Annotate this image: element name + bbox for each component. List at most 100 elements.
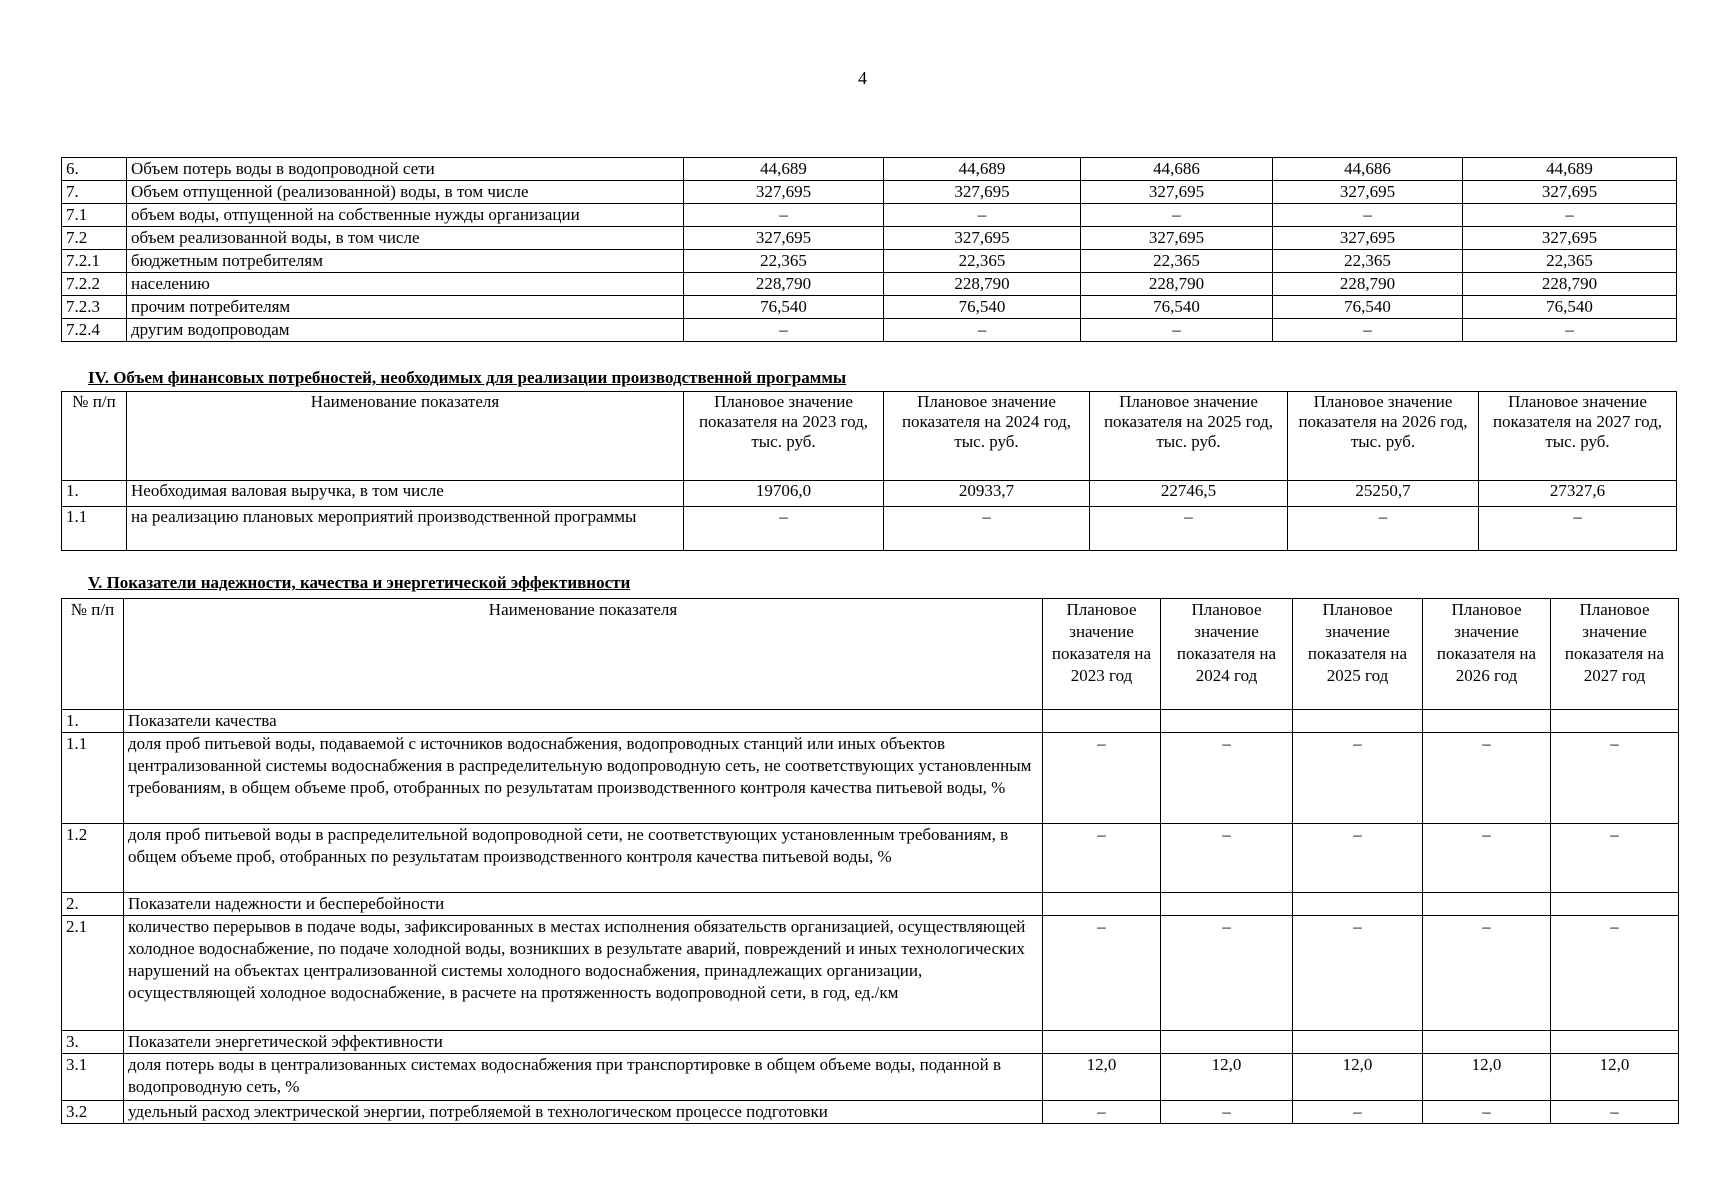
row-name: доля проб питьевой воды, подаваемой с ис…	[123, 732, 1043, 824]
row-number: 7.2.3	[61, 295, 127, 319]
row-name: объем воды, отпущенной на собственные ну…	[126, 203, 684, 227]
row-value: –	[1292, 823, 1423, 893]
row-value	[1422, 892, 1551, 916]
row-value	[1042, 709, 1161, 733]
row-name: другим водопроводам	[126, 318, 684, 342]
row-value: 228,790	[683, 272, 884, 296]
table-row: 2. Показатели надежности и бесперебойност…	[61, 892, 1679, 916]
row-value: 228,790	[1080, 272, 1273, 296]
table-row: 2.1 количество перерывов в подаче воды, з…	[61, 915, 1679, 1031]
row-value: –	[683, 506, 884, 551]
row-value: 327,695	[1080, 226, 1273, 250]
row-value: 20933,7	[883, 480, 1090, 507]
row-value: 327,695	[683, 226, 884, 250]
row-value: –	[1422, 732, 1551, 824]
row-value: 44,689	[883, 157, 1081, 181]
row-name: доля потерь воды в централизованных сист…	[123, 1053, 1043, 1101]
row-name: доля проб питьевой воды в распределитель…	[123, 823, 1043, 893]
row-number: 7.1	[61, 203, 127, 227]
section-4-title: IV. Объем финансовых потребностей, необх…	[88, 368, 847, 387]
row-value	[1160, 1030, 1293, 1054]
row-number: 7.2	[61, 226, 127, 250]
column-header-year: Плановое значение показателя на 2027 год…	[1478, 391, 1677, 481]
row-value: 327,695	[883, 180, 1081, 204]
page-number: 4	[858, 68, 867, 88]
row-name: на реализацию плановых мероприятий произ…	[126, 506, 684, 551]
row-value: –	[1292, 915, 1423, 1031]
row-number: 7.2.4	[61, 318, 127, 342]
row-number: 1.1	[61, 732, 124, 824]
row-value	[1550, 709, 1679, 733]
column-header-year: Плановое значение показателя на 2025 год	[1292, 598, 1423, 710]
row-name: удельный расход электрической энергии, п…	[123, 1100, 1043, 1124]
column-header-number: № п/п	[61, 391, 127, 481]
table-row: 1. Необходимая валовая выручка, в том чис…	[61, 480, 1677, 507]
row-value: 12,0	[1292, 1053, 1423, 1101]
row-value: –	[1042, 915, 1161, 1031]
section-5-title: V. Показатели надежности, качества и эне…	[88, 573, 631, 592]
row-value: 327,695	[1272, 180, 1463, 204]
row-value	[1160, 892, 1293, 916]
row-name: бюджетным потребителям	[126, 249, 684, 273]
row-value: 327,695	[1272, 226, 1463, 250]
row-value: –	[1550, 732, 1679, 824]
row-value: 228,790	[1462, 272, 1677, 296]
row-value: 76,540	[883, 295, 1081, 319]
table-row: 3.2 удельный расход электрической энергии…	[61, 1100, 1679, 1124]
column-header-name: Наименование показателя	[123, 598, 1043, 710]
row-value: –	[683, 318, 884, 342]
column-header-number: № п/п	[61, 598, 124, 710]
row-value: 327,695	[1462, 226, 1677, 250]
header-row: № п/п Наименование показателя Плановое зна…	[61, 598, 1679, 710]
row-value: 76,540	[683, 295, 884, 319]
row-number: 3.	[61, 1030, 124, 1054]
row-value: –	[1080, 203, 1273, 227]
column-header-year: Плановое значение показателя на 2026 год…	[1287, 391, 1479, 481]
row-value: 12,0	[1042, 1053, 1161, 1101]
table-row: 1.1 на реализацию плановых мероприятий пр…	[61, 506, 1677, 551]
row-number: 1.	[61, 709, 124, 733]
row-number: 2.	[61, 892, 124, 916]
row-name: Показатели надежности и бесперебойности	[123, 892, 1043, 916]
row-value: –	[1272, 318, 1463, 342]
reliability-quality-table: № п/п Наименование показателя Плановое зна…	[61, 598, 1679, 1124]
row-value: –	[1042, 823, 1161, 893]
row-value: 22,365	[1080, 249, 1273, 273]
row-value: 44,689	[683, 157, 884, 181]
row-value	[1042, 1030, 1161, 1054]
row-value: 44,686	[1272, 157, 1463, 181]
row-value: –	[1089, 506, 1288, 551]
row-value: –	[1292, 732, 1423, 824]
row-number: 2.1	[61, 915, 124, 1031]
row-value: –	[1160, 1100, 1293, 1124]
row-value	[1042, 892, 1161, 916]
row-name: Объем отпущенной (реализованной) воды, в…	[126, 180, 684, 204]
row-value: –	[1462, 203, 1677, 227]
financial-needs-table: № п/п Наименование показателя Плановое зна…	[61, 391, 1677, 551]
row-name: прочим потребителям	[126, 295, 684, 319]
row-value: 22,365	[1272, 249, 1463, 273]
row-value: –	[1550, 915, 1679, 1031]
row-value: 327,695	[883, 226, 1081, 250]
column-header-name: Наименование показателя	[126, 391, 684, 481]
row-value: –	[1292, 1100, 1423, 1124]
row-value: 44,689	[1462, 157, 1677, 181]
row-value: 22,365	[1462, 249, 1677, 273]
row-value: 19706,0	[683, 480, 884, 507]
row-name: населению	[126, 272, 684, 296]
row-value: 76,540	[1272, 295, 1463, 319]
row-value: 12,0	[1422, 1053, 1551, 1101]
row-value: –	[883, 203, 1081, 227]
row-number: 1.2	[61, 823, 124, 893]
row-value	[1292, 892, 1423, 916]
row-value: 22,365	[883, 249, 1081, 273]
table-row: 7.2 объем реализованной воды, в том числе…	[61, 226, 1677, 250]
row-value: –	[1550, 1100, 1679, 1124]
row-value: 22746,5	[1089, 480, 1288, 507]
table-row: 7.2.3 прочим потребителям 76,540 76,540 76,5…	[61, 295, 1677, 319]
column-header-year: Плановое значение показателя на 2027 год	[1550, 598, 1679, 710]
row-name: объем реализованной воды, в том числе	[126, 226, 684, 250]
row-value: –	[1550, 823, 1679, 893]
row-value: 228,790	[1272, 272, 1463, 296]
header-row: № п/п Наименование показателя Плановое зна…	[61, 391, 1677, 481]
